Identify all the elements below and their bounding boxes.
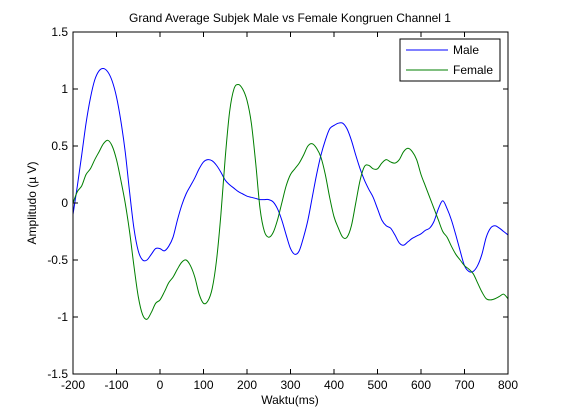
x-tick-label: 600 [411, 378, 431, 392]
series-line-female [72, 83, 509, 320]
x-tick-label: 500 [367, 378, 387, 392]
series-layer [72, 67, 509, 320]
y-tick-label: 1 [61, 82, 68, 96]
y-tick-label: 0.5 [51, 139, 68, 153]
x-tick-label: 200 [237, 378, 257, 392]
legend: Male Female [399, 38, 501, 82]
x-tick-label: 300 [280, 378, 300, 392]
x-tick-label: 400 [324, 378, 344, 392]
x-axis-label: Waktu(ms) [261, 393, 319, 407]
y-tick-label: -0.5 [47, 253, 68, 267]
legend-label-female: Female [453, 63, 493, 77]
legend-box [399, 38, 501, 82]
y-tick-label: 0 [61, 196, 68, 210]
x-tick-label: 0 [157, 378, 164, 392]
y-tick-label: 1.5 [51, 25, 68, 39]
plot-area: -200 -100 0 100 200 300 400 500 600 700 800 -1.5 -1 -… [47, 25, 518, 392]
x-tick-label: -100 [104, 378, 128, 392]
x-tick-label: 700 [454, 378, 474, 392]
y-tick-label: -1 [57, 310, 68, 324]
tick-layer: -200 -100 0 100 200 300 400 500 600 700 800 -1.5 -1 -… [47, 25, 518, 392]
chart-title: Grand Average Subjek Male vs Female Kong… [129, 11, 451, 25]
y-axis-label: Amplitudo (µ V) [25, 162, 39, 245]
x-tick-label: -200 [61, 378, 85, 392]
x-tick-label: 800 [498, 378, 518, 392]
y-tick-label: -1.5 [47, 367, 68, 381]
x-tick-label: 100 [193, 378, 213, 392]
series-line-male [72, 67, 509, 273]
legend-label-male: Male [453, 43, 479, 57]
axes-background [73, 32, 508, 374]
